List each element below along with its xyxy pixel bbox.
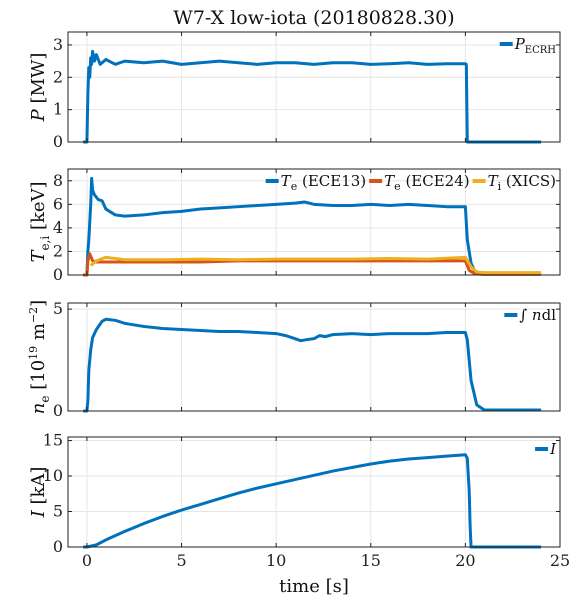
- legend-label: Te (ECE13): [281, 172, 366, 193]
- y-tick-label: 0: [53, 537, 63, 556]
- series-line-t-e-ece13-: [83, 176, 542, 277]
- panel-P: 0 1 2 3P [MW] PECRH: [28, 31, 561, 151]
- legend-label: PECRH: [514, 35, 557, 56]
- axes-frame: [67, 31, 561, 143]
- y-tick-label: 0: [53, 132, 63, 151]
- legend-label: I: [549, 440, 557, 458]
- legend-label: Te (ECE24): [384, 172, 469, 193]
- y-tick-label: 3: [53, 35, 63, 54]
- series-line--n-dl: [83, 317, 542, 413]
- x-tick-label: 25: [550, 551, 570, 570]
- y-axis-label: ne [1019 m−2]: [27, 300, 52, 414]
- panel-T: 0 2 4 6 8Te,i [keV] Ti (XICS) Te (ECE24) Te (EC…: [28, 168, 561, 284]
- x-tick-label: 20: [455, 551, 475, 570]
- legend-label: Ti (XICS): [488, 172, 556, 193]
- x-tick-label: 5: [176, 551, 186, 570]
- y-tick-label: 2: [53, 241, 63, 260]
- y-tick-label: 5: [53, 299, 63, 318]
- x-tick-label: 0: [82, 551, 92, 570]
- axes-frame: [67, 436, 561, 548]
- y-axis-label: I [kA]: [28, 467, 49, 519]
- y-axis-label: Te,i [keV]: [28, 181, 52, 262]
- x-axis-label: time [s]: [279, 576, 349, 597]
- y-tick-label: 15: [43, 431, 63, 450]
- series-line-t-i-xics-: [89, 255, 542, 275]
- y-tick-label: 5: [53, 502, 63, 521]
- panels: 0 1 2 3P [MW] PECRH 0 2 4 6 8Te,i [keV] Ti (XICS) T…: [27, 31, 570, 570]
- y-tick-label: 0: [53, 265, 63, 284]
- panel-I: 0 5 10 15 0 5 10 15 20 25 I [kA] I: [28, 431, 570, 570]
- legend-label: ∫ ndl: [519, 306, 556, 324]
- y-tick-label: 2: [53, 67, 63, 86]
- y-tick-label: 1: [53, 100, 63, 119]
- x-tick-label: 10: [266, 551, 286, 570]
- axes-frame: [67, 168, 561, 276]
- y-axis-label: P [MW]: [28, 53, 49, 123]
- y-tick-label: 6: [53, 194, 63, 213]
- figure-title: W7-X low-iota (20180828.30): [173, 7, 454, 29]
- y-tick-label: 4: [53, 218, 63, 237]
- x-tick-label: 15: [361, 551, 381, 570]
- y-tick-label: 8: [53, 171, 63, 190]
- y-tick-label: 10: [43, 466, 63, 485]
- panel-n: 0 5ne [1019 m−2] ∫ ndl: [27, 299, 561, 420]
- series-line-p-ecrh: [83, 49, 542, 144]
- axes-frame: [67, 302, 561, 412]
- y-tick-label: 0: [53, 401, 63, 420]
- series-line-i: [83, 453, 542, 549]
